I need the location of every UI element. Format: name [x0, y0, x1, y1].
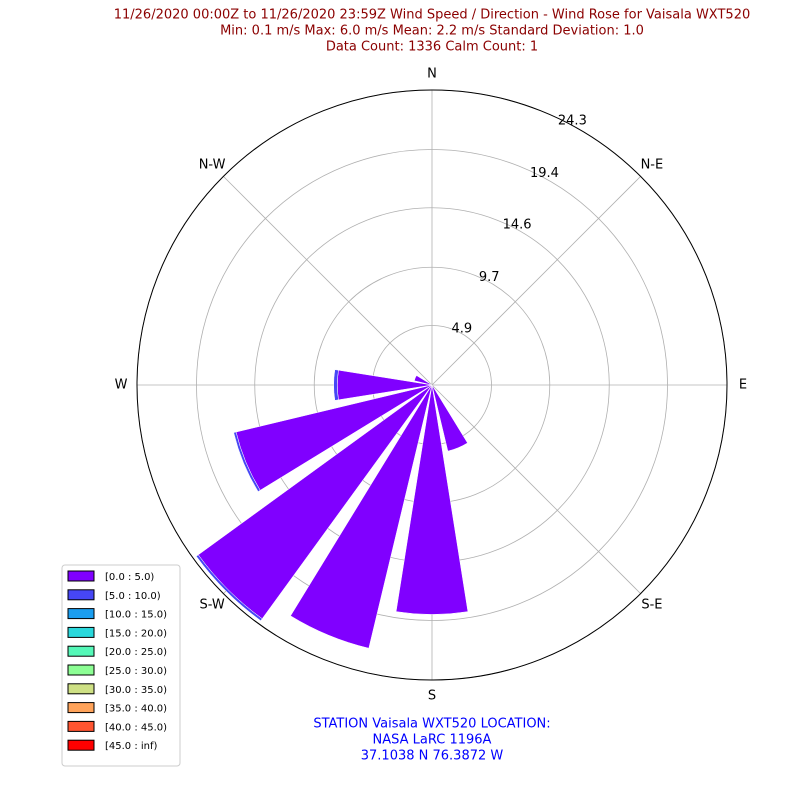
legend-swatch: [67, 589, 95, 601]
legend-swatch: [67, 570, 95, 582]
spoke: [223, 176, 433, 386]
wind-bar: [413, 375, 433, 386]
labels: 11/26/2020 00:00Z to 11/26/2020 23:59Z W…: [61, 8, 751, 767]
direction-label: W: [115, 378, 128, 393]
legend-swatch: [67, 626, 95, 638]
legend-label: [10.0 : 15.0): [105, 610, 167, 621]
station-info: 37.1038 N 76.3872 W: [361, 749, 504, 764]
legend-swatch: [67, 664, 95, 676]
legend-label: [0.0 : 5.0): [105, 572, 154, 583]
r-tick-label: 14.6: [503, 217, 532, 232]
spoke: [431, 176, 641, 386]
wind-bar: [290, 384, 433, 649]
wind-bar: [431, 384, 468, 452]
r-tick-label: 19.4: [530, 166, 559, 181]
legend-swatch: [67, 608, 95, 620]
wind-bar: [233, 431, 261, 492]
legend-swatch: [67, 702, 95, 714]
r-tick-label: 4.9: [451, 321, 472, 336]
legend-label: [30.0 : 35.0): [105, 685, 167, 696]
direction-label: S-E: [641, 597, 662, 612]
legend-label: [40.0 : 45.0): [105, 722, 167, 733]
wind-bar: [395, 384, 469, 615]
chart-title: Min: 0.1 m/s Max: 6.0 m/s Mean: 2.2 m/s …: [220, 24, 644, 39]
direction-label: S-W: [199, 597, 224, 612]
legend-label: [15.0 : 20.0): [105, 628, 167, 639]
chart-title: 11/26/2020 00:00Z to 11/26/2020 23:59Z W…: [114, 8, 751, 23]
legend-label: [35.0 : 40.0): [105, 704, 167, 715]
direction-label: N-E: [641, 158, 664, 173]
direction-label: N: [427, 67, 437, 82]
wind-bar: [195, 554, 263, 622]
direction-label: E: [739, 378, 747, 393]
legend-label: [20.0 : 25.0): [105, 647, 167, 658]
bars: [195, 369, 469, 649]
legend-label: [45.0 : inf): [105, 741, 158, 752]
r-tick-label: 9.7: [479, 270, 500, 285]
direction-label: N-W: [199, 158, 226, 173]
legend-swatch: [67, 720, 95, 732]
station-info: STATION Vaisala WXT520 LOCATION:: [313, 717, 550, 732]
legend-swatch: [67, 739, 95, 751]
outer-frame: [136, 89, 728, 681]
legend-label: [25.0 : 30.0): [105, 666, 167, 677]
legend-swatch: [67, 683, 95, 695]
grid-circle: [196, 149, 668, 621]
direction-label: S: [428, 689, 436, 704]
r-tick-label: 24.3: [558, 113, 587, 128]
legend: [0.0 : 5.0) [5.0 : 10.0) [10.0 : 15.0) [15.…: [61, 564, 181, 767]
spoke: [431, 384, 641, 594]
legend-label: [5.0 : 10.0): [105, 591, 161, 602]
legend-swatch: [67, 645, 95, 657]
chart-title: Data Count: 1336 Calm Count: 1: [326, 40, 538, 55]
station-info: NASA LaRC 1196A: [373, 733, 492, 748]
wind-bar: [333, 369, 339, 401]
